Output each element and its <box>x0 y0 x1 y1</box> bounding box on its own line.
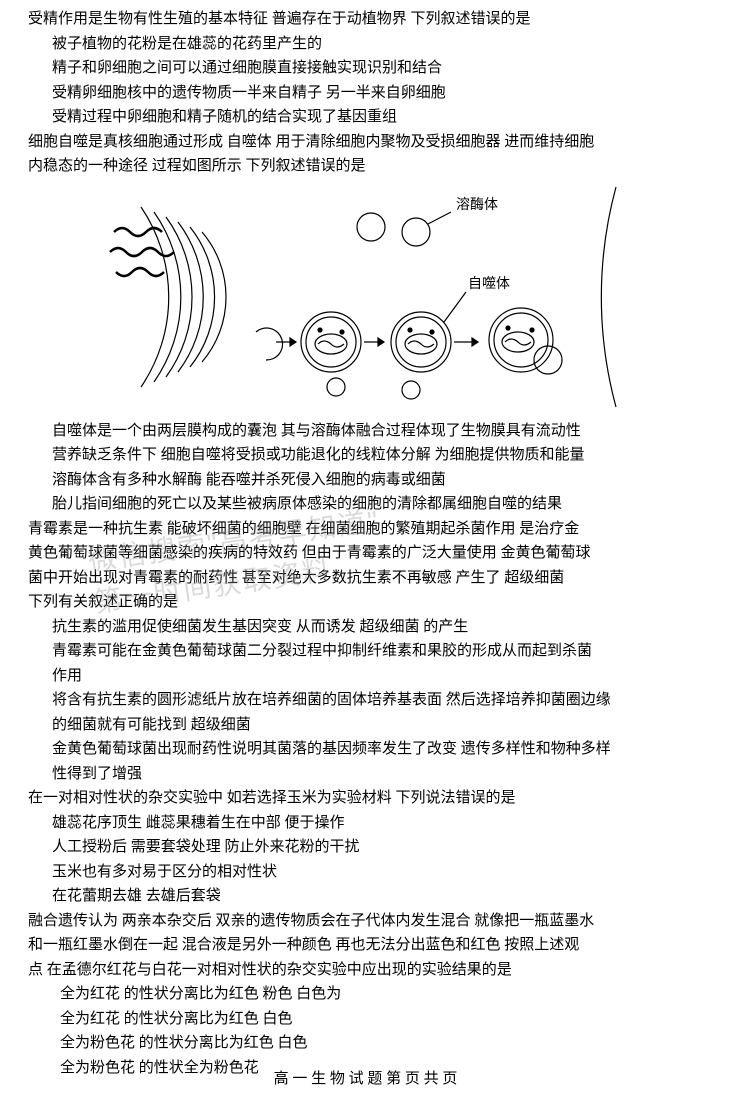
q2-opt-a: 自噬体是一个由两层膜构成的囊泡 其与溶酶体融合过程体现了生物膜具有流动性 <box>28 420 703 443</box>
autophagosome-label: 自噬体 <box>468 276 510 292</box>
page-footer: 高 一 生 物 试 题 第 页 共 页 <box>0 1068 731 1091</box>
q5-opt-c: 全为粉色花 的性状分离比为红色 白色 <box>28 1032 703 1055</box>
q1-opt-b: 精子和卵细胞之间可以通过细胞膜直接接触实现识别和结合 <box>28 57 703 80</box>
q3-opt-b-2: 作用 <box>28 665 703 688</box>
q4-opt-d: 在花蕾期去雄 去雄后套袋 <box>28 885 703 908</box>
q3-opt-c-2: 的细菌就有可能找到 超级细菌 <box>28 714 703 737</box>
q4-stem: 在一对相对性状的杂交实验中 如若选择玉米为实验材料 下列说法错误的是 <box>28 787 703 810</box>
q3-opt-a: 抗生素的滥用促使细菌发生基因突变 从而诱发 超级细菌 的产生 <box>28 616 703 639</box>
q1-stem: 受精作用是生物有性生殖的基本特征 普遍存在于动植物界 下列叙述错误的是 <box>28 8 703 31</box>
q2-opt-d: 胎儿指间细胞的死亡以及某些被病原体感染的细胞的清除都属细胞自噬的结果 <box>28 493 703 516</box>
q4-opt-a: 雄蕊花序顶生 雌蕊果穗着生在中部 便于操作 <box>28 812 703 835</box>
q3-opt-d-2: 性得到了增强 <box>28 763 703 786</box>
q2-stem-2: 内稳态的一种途径 过程如图所示 下列叙述错误的是 <box>28 155 703 178</box>
q3-stem-4: 下列有关叙述正确的是 <box>28 591 703 614</box>
q3-stem-3: 菌中开始出现对青霉素的耐药性 甚至对绝大多数抗生素不再敏感 产生了 超级细菌 <box>28 567 703 590</box>
q5-stem-1: 融合遗传认为 两亲本杂交后 双亲的遗传物质会在子代体内发生混合 就像把一瓶蓝墨水 <box>28 910 703 933</box>
q5-opt-a: 全为红花 的性状分离比为红色 粉色 白色为 <box>28 983 703 1006</box>
q1-opt-a: 被子植物的花粉是在雄蕊的花药里产生的 <box>28 33 703 56</box>
q3-stem-1: 青霉素是一种抗生素 能破坏细菌的细胞壁 在细菌细胞的繁殖期起杀菌作用 是治疗金 <box>28 518 703 541</box>
q4-opt-b: 人工授粉后 需要套袋处理 防止外来花粉的干扰 <box>28 836 703 859</box>
q3-opt-c-1: 将含有抗生素的圆形滤纸片放在培养细菌的固体培养基表面 然后选择培养抑菌圈边缘 <box>28 689 703 712</box>
q5-stem-3: 点 在孟德尔红花与白花一对相对性状的杂交实验中应出现的实验结果的是 <box>28 959 703 982</box>
q1-opt-c: 受精卵细胞核中的遗传物质一半来自精子 另一半来自卵细胞 <box>28 82 703 105</box>
q2-opt-b: 营养缺乏条件下 细胞自噬将受损或功能退化的线粒体分解 为细胞提供物质和能量 <box>28 444 703 467</box>
q3-opt-b-1: 青霉素可能在金黄色葡萄球菌二分裂过程中抑制纤维素和果胶的形成从而起到杀菌 <box>28 640 703 663</box>
q2-stem-1: 细胞自噬是真核细胞通过形成 自噬体 用于清除细胞内聚物及受损细胞器 进而维持细胞 <box>28 131 703 154</box>
q3-opt-d-1: 金黄色葡萄球菌出现耐药性说明其菌落的基因频率发生了改变 遗传多样性和物种多样 <box>28 738 703 761</box>
q4-opt-c: 玉米也有多对易于区分的相对性状 <box>28 861 703 884</box>
lysosome-label: 溶酶体 <box>456 197 498 213</box>
q1-opt-d: 受精过程中卵细胞和精子随机的结合实现了基因重组 <box>28 106 703 129</box>
q5-stem-2: 和一瓶红墨水倒在一起 混合液是另外一种颜色 再也无法分出蓝色和红色 按照上述观 <box>28 934 703 957</box>
autophagy-diagram: 溶酶体 自噬体 <box>28 182 703 412</box>
q2-opt-c: 溶酶体含有多种水解酶 能吞噬并杀死侵入细胞的病毒或细菌 <box>28 469 703 492</box>
q5-opt-b: 全为红花 的性状分离比为红色 白色 <box>28 1008 703 1031</box>
q3-stem-2: 黄色葡萄球菌等细菌感染的疾病的特效药 但由于青霉素的广泛大量使用 金黄色葡萄球 <box>28 542 703 565</box>
